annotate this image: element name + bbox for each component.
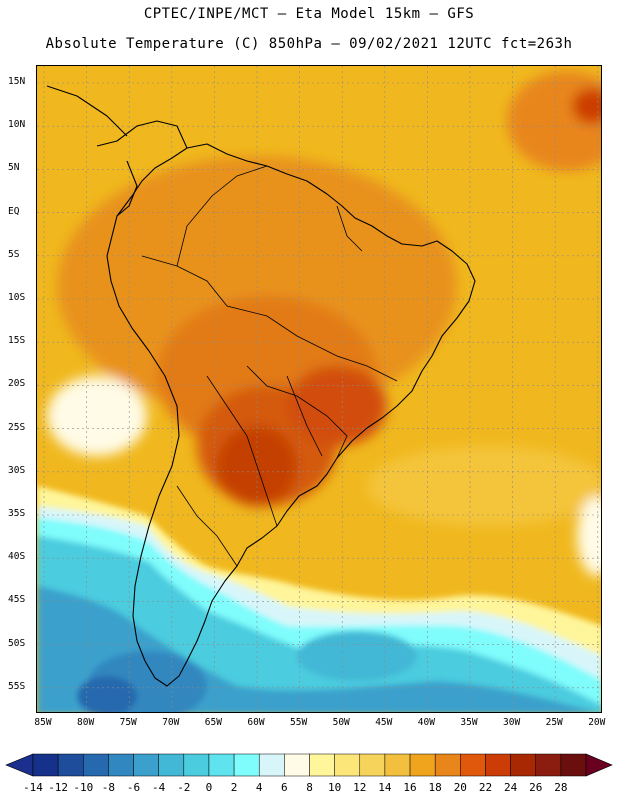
- lon-tick-label: 80W: [77, 717, 95, 728]
- lon-tick-label: 50W: [332, 717, 350, 728]
- colorbar-swatch: [284, 753, 310, 777]
- colorbar-swatch: [510, 753, 536, 777]
- colorbar-swatch: [384, 753, 411, 777]
- lon-tick-label: 45W: [375, 717, 393, 728]
- lon-tick-label: 85W: [34, 717, 52, 728]
- map-title: CPTEC/INPE/MCT – Eta Model 15km – GFS: [143, 6, 475, 22]
- lat-tick-label: 10N: [8, 119, 26, 131]
- colorbar-tick-label: 6: [281, 781, 288, 794]
- lat-tick-label: 15S: [8, 335, 26, 347]
- colorbar-swatch: [208, 753, 235, 777]
- colorbar-tick-label: -14: [23, 781, 43, 794]
- lon-tick-label: 55W: [290, 717, 308, 728]
- colorbar-tick-label: 2: [230, 781, 238, 794]
- colorbar-swatch: [133, 753, 159, 777]
- colorbar-swatch: [183, 753, 210, 777]
- colorbar-tick-label: 18: [428, 781, 442, 794]
- lat-tick-label: 50S: [8, 637, 26, 649]
- colorbar-swatch: [158, 753, 185, 777]
- colorbar-swatch: [32, 753, 59, 777]
- lat-tick-label: 40S: [8, 551, 26, 563]
- lat-tick-label: 30S: [8, 464, 26, 476]
- colorbar-swatch: [560, 753, 587, 777]
- lat-tick-label: 45S: [8, 594, 26, 606]
- lat-tick-label: 5N: [8, 162, 20, 174]
- lat-tick-label: 35S: [8, 508, 26, 519]
- lon-tick-label: 20W: [588, 717, 606, 728]
- colorbar-swatch: [460, 753, 486, 777]
- lat-tick-label: EQ: [8, 205, 20, 217]
- colorbar-swatch: [57, 753, 84, 777]
- lon-tick-label: 75W: [119, 717, 137, 728]
- colorbar-tick-label: 20: [453, 781, 467, 794]
- colorbar-swatch: [359, 753, 386, 777]
- lon-tick-label: 40W: [417, 717, 435, 728]
- colorbar-tick-label: 12: [353, 781, 367, 794]
- lat-tick-label: 20S: [8, 378, 26, 390]
- colorbar-tick-label: -12: [48, 781, 69, 794]
- colorbar-tick-label: -4: [152, 781, 166, 794]
- colorbar-tick-label: 10: [328, 781, 342, 794]
- colorbar-tick-label: 14: [378, 781, 392, 794]
- colorbar-swatch: [258, 753, 285, 777]
- colorbar-tick-label: 16: [403, 781, 417, 794]
- colorbar-left-arrow: [5, 753, 34, 777]
- colorbar-swatch: [409, 753, 436, 777]
- lon-tick-label: 35W: [460, 717, 478, 728]
- colorbar-tick-label: -6: [126, 781, 141, 794]
- map-panel: [36, 65, 602, 713]
- lat-tick-label: 5S: [8, 248, 20, 260]
- colorbar-swatch: [485, 753, 511, 777]
- colorbar-tick-label: 4: [255, 781, 263, 794]
- lon-tick-label: 70W: [162, 717, 180, 728]
- colorbar-tick-label: -2: [177, 781, 191, 794]
- colorbar-tick-label: 28: [554, 781, 568, 794]
- colorbar-swatch: [83, 753, 109, 777]
- temperature-map: [37, 66, 601, 712]
- colorbar-tick-label: 24: [503, 781, 518, 794]
- colorbar-swatch: [309, 753, 335, 777]
- lon-tick-label: 60W: [247, 717, 265, 728]
- lon-tick-label: 25W: [545, 717, 563, 728]
- colorbar-swatch: [434, 753, 461, 777]
- colorbar-tick-label: 22: [478, 781, 493, 794]
- cold-air-mass: [37, 486, 601, 712]
- lat-tick-label: 15N: [8, 76, 26, 87]
- colorbar-tick-label: 26: [529, 781, 543, 794]
- colorbar-swatch: [535, 753, 562, 777]
- colorbar: [5, 753, 613, 777]
- map-subtitle: Absolute Temperature (C) 850hPa – 09/02/…: [45, 36, 573, 52]
- lon-tick-label: 65W: [204, 717, 222, 728]
- colorbar-swatch: [334, 753, 361, 777]
- colorbar-tick-label: -10: [73, 781, 94, 794]
- lat-tick-label: 10S: [8, 292, 26, 303]
- colorbar-right-arrow: [585, 753, 613, 777]
- lat-tick-label: 25S: [8, 421, 26, 433]
- colorbar-tick-label: 0: [205, 781, 213, 794]
- colorbar-swatch: [233, 753, 260, 777]
- country-borders: [141, 165, 398, 567]
- lon-tick-label: 30W: [503, 717, 521, 728]
- coastlines: [46, 85, 476, 687]
- colorbar-tick-label: 8: [306, 781, 313, 794]
- lat-tick-label: 55S: [8, 680, 26, 692]
- graticule-lines: [37, 66, 601, 712]
- colorbar-swatch: [108, 753, 134, 777]
- colorbar-tick-label: -8: [101, 781, 116, 794]
